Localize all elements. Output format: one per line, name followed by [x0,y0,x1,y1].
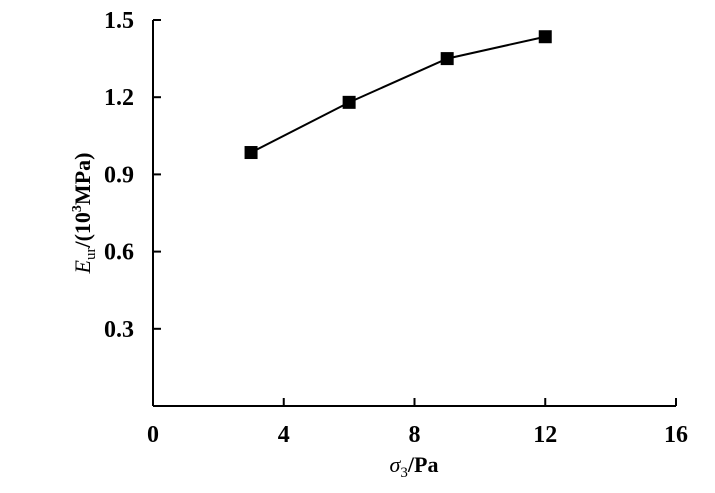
y-axis-unit-suffix: MPa) [70,153,95,206]
y-axis-subscript: ur [83,248,99,261]
x-tick-label: 4 [278,422,290,448]
y-axis-symbol: E [70,259,95,274]
y-ticks: 0.3 0.6 0.9 1.2 1.5 [104,8,161,343]
x-tick-label: 12 [533,422,557,448]
plot-area [152,20,676,407]
x-axis-symbol: σ [390,452,402,477]
y-axis-title: Eur/(103MPa) [70,153,99,275]
data-point-marker [244,146,258,160]
x-ticks: 0 4 8 12 16 [147,398,688,448]
data-point-marker [342,95,356,109]
y-tick-label: 0.6 [104,240,134,266]
x-axis-title: σ3/Pa [390,452,439,481]
series-group [244,30,552,160]
y-axis-unit-prefix: /(10 [70,212,95,248]
y-tick-label: 0.9 [104,162,134,188]
data-point-marker [538,30,552,44]
x-tick-label: 16 [664,422,688,448]
x-tick-label: 0 [147,422,159,448]
y-tick-label: 0.3 [104,317,134,343]
y-tick-label: 1.2 [104,85,134,111]
series-line [250,35,546,154]
y-tick-label: 1.5 [104,8,134,34]
x-tick-label: 8 [409,422,421,448]
x-axis-subscript: 3 [400,465,408,481]
x-axis-unit: /Pa [407,452,439,477]
y-axis-superscript: 3 [70,205,85,212]
data-point-marker [440,52,454,66]
